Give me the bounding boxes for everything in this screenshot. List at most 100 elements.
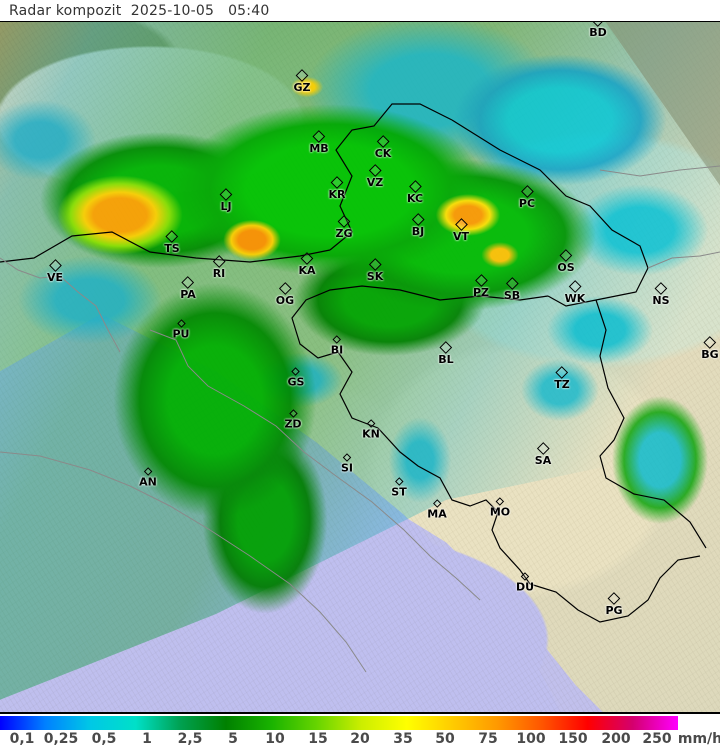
radar-map[interactable]: BD GZ MB CK VZ KR KC LJ PC ZG BJ VT TS OS RI KA VE SK PZ SB… [0,0,720,714]
city-marker: ZG [335,215,353,240]
title-bar: Radar kompozit 2025-10-05 05:40 [0,0,720,22]
city-marker: PZ [472,274,490,299]
city-marker: SI [341,453,353,474]
city-label: ST [391,485,407,499]
city-marker: ST [391,477,407,499]
city-marker: CK [374,135,392,160]
city-label: PZ [472,286,490,299]
city-marker: KC [406,180,424,205]
diamond-icon [559,249,573,262]
city-marker: VE [46,259,64,284]
city-marker: SK [366,258,384,283]
city-marker: PU [172,319,190,341]
city-label: MO [489,505,511,519]
legend-tick: 150 [558,731,588,747]
city-label: GS [287,375,305,389]
diamond-icon [376,135,390,148]
city-marker: AN [139,467,157,489]
city-marker: PA [180,276,196,301]
diamond-icon [555,366,569,379]
legend-tick: 50 [435,731,455,747]
city-label: PG [605,604,623,617]
diamond-icon [366,419,376,428]
city-label: MA [427,507,447,521]
city-marker: GZ [293,69,311,94]
diamond-icon [568,280,582,293]
city-marker: KR [329,176,346,200]
city-marker: PG [605,592,623,617]
city-label: BG [701,348,719,361]
legend-tick: 100 [516,731,546,747]
city-marker: BI [331,335,343,356]
city-label: TZ [554,378,570,391]
city-marker: RI [212,255,226,280]
city-marker: VT [452,218,470,243]
legend: 0,1 0,25 0,5 1 2,5 5 10 15 20 35 50 75 100 150 200 250 m… [0,714,720,751]
city-marker: BL [438,341,454,366]
diamond-icon [432,499,442,508]
city-label: VE [46,271,64,284]
city-label: OG [275,294,295,307]
legend-tick: 5 [228,731,238,747]
diamond-icon [607,592,621,605]
legend-tick: 10 [265,731,285,747]
city-marker: KA [298,252,316,277]
city-label: ZG [335,227,353,240]
legend-tick: 75 [478,731,498,747]
legend-tick: 15 [308,731,328,747]
city-marker: TS [164,230,180,255]
city-label: DU [515,580,535,594]
legend-tick: 200 [601,731,631,747]
diamond-icon [536,442,550,455]
diamond-icon [703,336,717,349]
city-markers-layer: BD GZ MB CK VZ KR KC LJ PC ZG BJ VT TS OS RI KA VE SK PZ SB… [46,14,719,617]
city-label: AN [139,475,157,489]
city-label: RI [212,267,226,280]
city-marker: PC [519,185,535,209]
legend-tick: 1 [142,731,152,747]
city-label: BL [438,353,454,366]
city-label: TS [164,242,180,255]
diamond-icon [143,467,153,476]
city-label: SB [503,289,521,302]
city-label: OS [557,261,575,274]
city-label: GZ [293,81,311,94]
city-label: KC [406,192,424,205]
legend-tick: 35 [393,731,413,747]
diamond-icon [439,341,453,354]
city-marker: MO [489,497,511,519]
diamond-icon [520,185,534,198]
city-label: PU [172,327,190,341]
diamond-icon [165,230,179,243]
page-title: Radar kompozit 2025-10-05 05:40 [9,2,270,19]
diamond-icon [411,213,425,226]
city-label: BD [589,26,607,39]
city-marker: BJ [411,213,425,237]
city-marker: KN [362,419,380,441]
diamond-icon [505,277,519,290]
city-label: KN [362,427,380,441]
city-label: VZ [366,176,384,189]
city-marker: MB [309,130,329,155]
legend-tick: 2,5 [177,731,203,747]
city-marker: BG [701,336,719,361]
city-label: PA [180,288,196,301]
city-label: CK [374,147,392,160]
city-label: SA [534,454,552,467]
city-label: LJ [220,200,232,213]
city-label: KA [298,264,316,277]
city-label: MB [309,142,329,155]
diamond-icon [48,259,62,272]
diamond-icon [300,252,314,265]
city-label: WK [564,292,586,305]
city-label: VT [452,230,470,243]
diamond-icon [337,215,351,228]
diamond-icon [295,69,309,82]
city-marker: MA [427,499,447,521]
legend-tick: 20 [350,731,370,747]
diamond-icon [474,274,488,287]
diamond-icon [654,282,668,295]
city-label: SK [366,270,384,283]
diamond-icon [520,572,530,581]
